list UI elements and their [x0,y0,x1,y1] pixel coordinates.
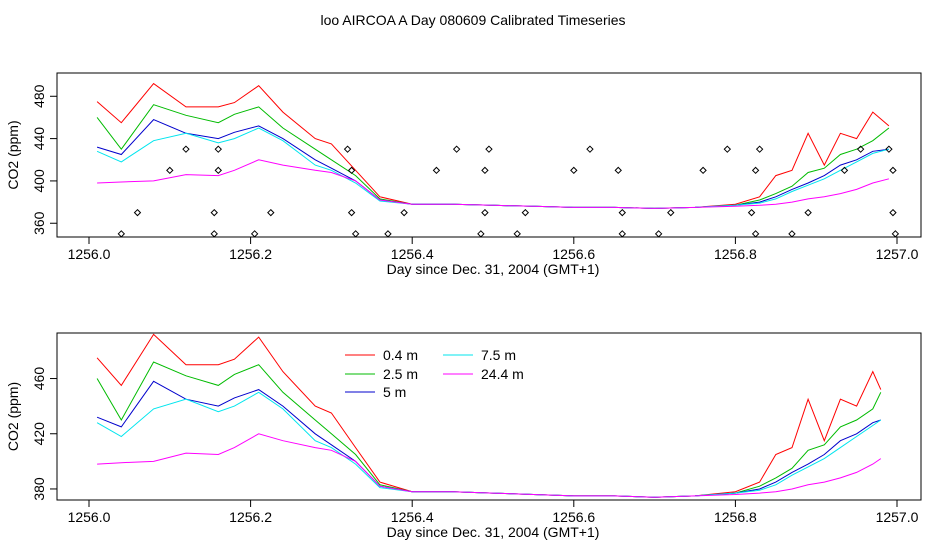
x-tick-label: 1256.2 [229,509,272,525]
y-axis-label: CO2 (ppm) [5,120,21,189]
plot-frame [56,332,922,501]
marker-point [452,145,461,153]
series-line-0-4-m [96,82,890,209]
marker-point [667,208,675,217]
x-axis-label: Day since Dec. 31, 2004 (GMT+1) [387,524,600,540]
y-tick-label: 420 [31,422,47,446]
marker-point [699,166,707,175]
series-line-5-m [96,380,881,498]
marker-point [618,208,626,217]
marker-point [400,208,408,217]
y-tick-label: 480 [31,84,47,108]
marker-point [210,208,218,217]
marker-point [214,145,222,153]
marker-point [481,208,489,217]
x-tick-label: 1256.2 [229,246,272,262]
x-tick-label: 1257.0 [876,509,919,525]
marker-point [182,145,190,153]
marker-point [347,166,356,175]
x-tick-label: 1256.0 [68,246,111,262]
series-line-2-5-m [96,361,882,498]
marker-point [351,230,360,237]
legend-label: 0.4 m [383,347,418,363]
plot-frame [56,72,922,238]
marker-point [432,166,441,175]
marker-point [618,230,626,237]
marker-point [117,230,126,237]
marker-point [384,230,392,237]
marker-point [840,166,849,175]
series-line-7-5-m [96,391,882,498]
y-axis-label: CO2 (ppm) [5,382,21,451]
marker-point [210,230,218,237]
marker-point [133,208,142,217]
series-line-5-m [96,119,889,209]
series-line-24-4-m [97,159,890,209]
y-tick-label: 400 [31,169,47,193]
plot-content [96,333,882,498]
marker-point [267,208,275,217]
marker-point [885,145,893,153]
marker-point [856,145,865,153]
marker-point [513,230,521,237]
marker-point [804,208,812,217]
y-tick-label: 460 [31,367,47,391]
marker-point [788,230,796,237]
marker-point [250,230,259,237]
marker-point [347,208,356,217]
plot-content [96,82,900,237]
x-tick-label: 1256.6 [552,509,595,525]
legend-label: 24.4 m [481,366,524,382]
legend-label: 7.5 m [481,347,516,363]
x-tick-label: 1256.8 [714,246,757,262]
marker-point [755,145,764,153]
marker-point [654,230,663,237]
bottom-panel: 1256.0 1256.2 1256.4 1256.6 1256.8 1257.0 380 4… [5,332,922,540]
x-tick-label: 1256.8 [714,509,757,525]
marker-point [586,145,594,153]
y-tick-label: 440 [31,127,47,151]
marker-point [521,208,530,217]
marker-point [214,166,222,175]
marker-point [723,145,732,153]
y-tick-label: 380 [31,477,47,501]
marker-point [889,208,897,217]
marker-point [343,145,352,153]
figure-title: loo AIRCOA A Day 080609 Calibrated Times… [320,12,625,28]
marker-point [751,166,760,175]
x-tick-label: 1257.0 [876,246,919,262]
marker-point [889,166,897,175]
x-tick-label: 1256.4 [391,509,434,525]
marker-point [481,166,489,175]
x-tick-label: 1256.4 [391,246,434,262]
marker-point [747,208,756,217]
y-tick-label: 360 [31,211,47,235]
x-tick-label: 1256.6 [552,246,595,262]
top-panel: 1256.0 1256.2 1256.4 1256.6 1256.8 1257.0 360 4… [5,72,922,277]
series-line-2-5-m [96,104,890,209]
marker-point [751,230,760,237]
marker-point [485,145,493,153]
legend-label: 2.5 m [383,366,418,382]
x-tick-label: 1256.0 [68,509,111,525]
legend-label: 5 m [383,384,406,400]
marker-point [166,166,174,175]
marker-point [891,230,900,237]
marker-point [477,230,485,237]
marker-point [614,166,622,175]
marker-point [570,166,578,175]
x-axis-label: Day since Dec. 31, 2004 (GMT+1) [387,261,600,277]
series-line-24-4-m [97,433,882,498]
